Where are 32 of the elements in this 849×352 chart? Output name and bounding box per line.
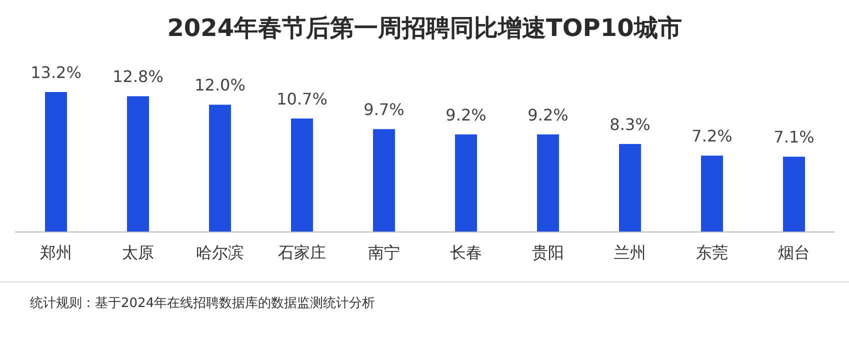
- data-label: 8.3%: [610, 114, 650, 134]
- x-tick-label: 贵阳: [532, 243, 564, 262]
- bar: [701, 156, 723, 232]
- data-label: 7.2%: [692, 126, 732, 146]
- x-tick-label: 石家庄: [278, 243, 326, 262]
- bar: [619, 144, 641, 232]
- data-label: 9.7%: [364, 100, 404, 120]
- x-tick-label: 兰州: [614, 243, 646, 262]
- bar: [291, 118, 313, 232]
- data-label: 7.1%: [774, 128, 814, 147]
- data-label: 9.2%: [528, 105, 568, 124]
- x-tick-label: 哈尔滨: [196, 243, 244, 262]
- x-tick-label: 南宁: [368, 243, 400, 262]
- data-label: 10.7%: [276, 90, 328, 109]
- x-tick-label: 长春: [450, 243, 482, 262]
- bar: [373, 129, 395, 232]
- x-tick-label: 东莞: [696, 243, 728, 262]
- bar: [783, 156, 805, 232]
- bar: [45, 92, 67, 232]
- x-tick-label: 烟台: [778, 243, 810, 262]
- data-label: 13.2%: [30, 63, 82, 82]
- x-tick-label: 太原: [122, 243, 154, 262]
- text: 统计规则：基于2024年在线招聘数据库的数据监测统计分析: [30, 296, 376, 311]
- bar: [455, 134, 477, 232]
- data-label: 12.8%: [112, 67, 164, 86]
- bar: [127, 96, 149, 232]
- chart-title: 2024年春节后第一周招聘同比增速TOP10城市: [167, 14, 682, 42]
- bar: [537, 134, 559, 232]
- x-tick-label: 郑州: [40, 243, 72, 262]
- data-label: 12.0%: [194, 76, 246, 95]
- data-label: 9.2%: [446, 105, 486, 124]
- bar: [209, 104, 231, 232]
